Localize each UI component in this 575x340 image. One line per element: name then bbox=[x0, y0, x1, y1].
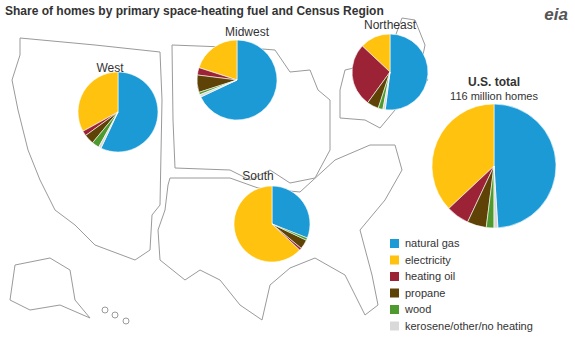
region-shape bbox=[112, 312, 118, 318]
legend-swatch bbox=[390, 272, 399, 281]
pie-title: South bbox=[242, 169, 273, 183]
pie-slice bbox=[93, 112, 118, 147]
legend-label: propane bbox=[405, 287, 445, 299]
pie bbox=[352, 34, 428, 110]
pie-slice bbox=[494, 166, 498, 228]
legend-swatch bbox=[390, 239, 399, 248]
pie-title: West bbox=[96, 61, 124, 75]
pie-slice bbox=[486, 166, 494, 228]
pie bbox=[234, 186, 310, 262]
pie-slice bbox=[378, 72, 390, 109]
pie-slice bbox=[272, 224, 307, 240]
logo: eia bbox=[544, 5, 568, 24]
legend-label: natural gas bbox=[405, 237, 460, 249]
pie bbox=[197, 40, 277, 120]
pie-slice bbox=[385, 34, 428, 110]
map bbox=[10, 18, 428, 324]
legend-label: heating oil bbox=[405, 270, 455, 282]
pie-slice bbox=[468, 166, 494, 228]
pie-slice bbox=[197, 75, 237, 92]
pie-slice bbox=[383, 72, 390, 110]
legend-swatch bbox=[390, 289, 399, 298]
pie bbox=[78, 72, 158, 152]
legend-swatch bbox=[390, 322, 399, 331]
title: Share of homes by primary space-heating … bbox=[5, 4, 384, 18]
pie-title: Northeast bbox=[364, 18, 417, 32]
legend-label: kerosene/other/no heating bbox=[405, 320, 533, 332]
legend-swatch bbox=[390, 305, 399, 314]
pie-title: U.S. total bbox=[468, 75, 520, 89]
legend: natural gas electricity heating oil propane… bbox=[390, 237, 533, 332]
region-shape bbox=[10, 258, 90, 318]
legend-label: electricity bbox=[405, 254, 451, 266]
pie bbox=[432, 104, 556, 228]
legend-label: wood bbox=[404, 303, 431, 315]
pie-subtitle: 116 million homes bbox=[450, 90, 538, 102]
chart: Share of homes by primary space-heating … bbox=[0, 0, 575, 340]
pie-title: Midwest bbox=[225, 25, 270, 39]
pie-slice bbox=[200, 80, 237, 97]
region-shape bbox=[12, 38, 162, 260]
region-shape bbox=[340, 18, 428, 128]
pie-slice bbox=[234, 186, 300, 262]
region-shape bbox=[102, 307, 108, 313]
pie-slice bbox=[99, 112, 118, 148]
pie-slice bbox=[494, 104, 556, 228]
region-shape bbox=[123, 318, 129, 324]
legend-swatch bbox=[390, 256, 399, 265]
pie-slice bbox=[272, 224, 306, 248]
region-shape bbox=[158, 145, 402, 320]
